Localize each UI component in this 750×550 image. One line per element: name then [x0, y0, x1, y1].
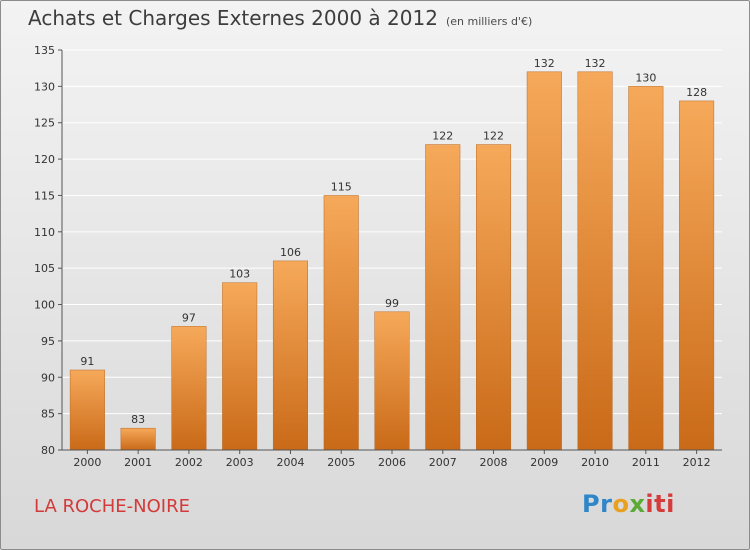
bar-2004 — [272, 260, 308, 451]
axes — [58, 49, 722, 454]
x-tick-label-2004: 2004 — [276, 456, 304, 469]
y-tick-label-130: 130 — [34, 80, 55, 93]
x-tick-label-2003: 2003 — [226, 456, 254, 469]
bar-2011 — [628, 86, 664, 451]
y-tick-label-110: 110 — [34, 226, 55, 239]
y-tick-label-80: 80 — [41, 444, 55, 457]
y-tick-label-105: 105 — [34, 262, 55, 275]
bar-2003 — [222, 282, 258, 451]
x-tick-label-2009: 2009 — [530, 456, 558, 469]
y-tick-label-85: 85 — [41, 408, 55, 421]
bar-2005 — [323, 195, 359, 451]
commune-name: LA ROCHE-NOIRE — [34, 496, 190, 517]
value-label-2003: 103 — [229, 268, 250, 281]
bar-2012 — [679, 100, 715, 451]
bars — [69, 71, 715, 451]
value-label-2006: 99 — [385, 297, 399, 310]
logo-part-4: iti — [645, 490, 675, 518]
value-label-2009: 132 — [534, 57, 555, 70]
value-label-2011: 130 — [635, 71, 656, 84]
value-label-2002: 97 — [182, 311, 196, 324]
bar-2006 — [374, 311, 410, 451]
x-tick-label-2012: 2012 — [683, 456, 711, 469]
labels: 80 85 90 95 100 105 110 115 120 125 130 135 91 2000 83… — [34, 44, 711, 469]
y-tick-label-135: 135 — [34, 44, 55, 57]
x-tick-label-2005: 2005 — [327, 456, 355, 469]
chart-title: Achats et Charges Externes 2000 à 2012 (e… — [28, 6, 532, 30]
y-tick-label-120: 120 — [34, 153, 55, 166]
bar-2009 — [526, 71, 562, 451]
value-label-2012: 128 — [686, 86, 707, 99]
value-label-2001: 83 — [131, 413, 145, 426]
value-label-2005: 115 — [331, 180, 352, 193]
chart-subtitle: (en milliers d'€) — [445, 15, 533, 28]
logo-part-2: o — [612, 490, 630, 518]
bar-2007 — [425, 144, 461, 451]
y-tick-label-115: 115 — [34, 189, 55, 202]
value-label-2008: 122 — [483, 130, 504, 143]
logo-part-1: Pr — [582, 490, 613, 518]
bar-2010 — [577, 71, 613, 451]
y-tick-label-95: 95 — [41, 335, 55, 348]
x-tick-label-2001: 2001 — [124, 456, 152, 469]
value-label-2007: 122 — [432, 130, 453, 143]
bar-2008 — [476, 144, 512, 451]
x-tick-label-2006: 2006 — [378, 456, 406, 469]
chart-title-text: Achats et Charges Externes 2000 à 2012 — [28, 6, 438, 30]
value-label-2000: 91 — [80, 355, 94, 368]
bar-2001 — [120, 427, 156, 451]
x-tick-label-2008: 2008 — [480, 456, 508, 469]
logo-part-3: x — [629, 490, 646, 518]
bar-2000 — [69, 369, 105, 451]
y-tick-label-100: 100 — [34, 299, 55, 312]
x-tick-label-2002: 2002 — [175, 456, 203, 469]
value-label-2010: 132 — [585, 57, 606, 70]
value-label-2004: 106 — [280, 246, 301, 259]
x-tick-label-2010: 2010 — [581, 456, 609, 469]
x-tick-label-2000: 2000 — [73, 456, 101, 469]
x-tick-label-2011: 2011 — [632, 456, 660, 469]
proxiti-logo: Proxiti — [582, 490, 675, 518]
x-tick-label-2007: 2007 — [429, 456, 457, 469]
bar-2002 — [171, 326, 207, 451]
y-tick-label-125: 125 — [34, 117, 55, 130]
y-tick-label-90: 90 — [41, 371, 55, 384]
